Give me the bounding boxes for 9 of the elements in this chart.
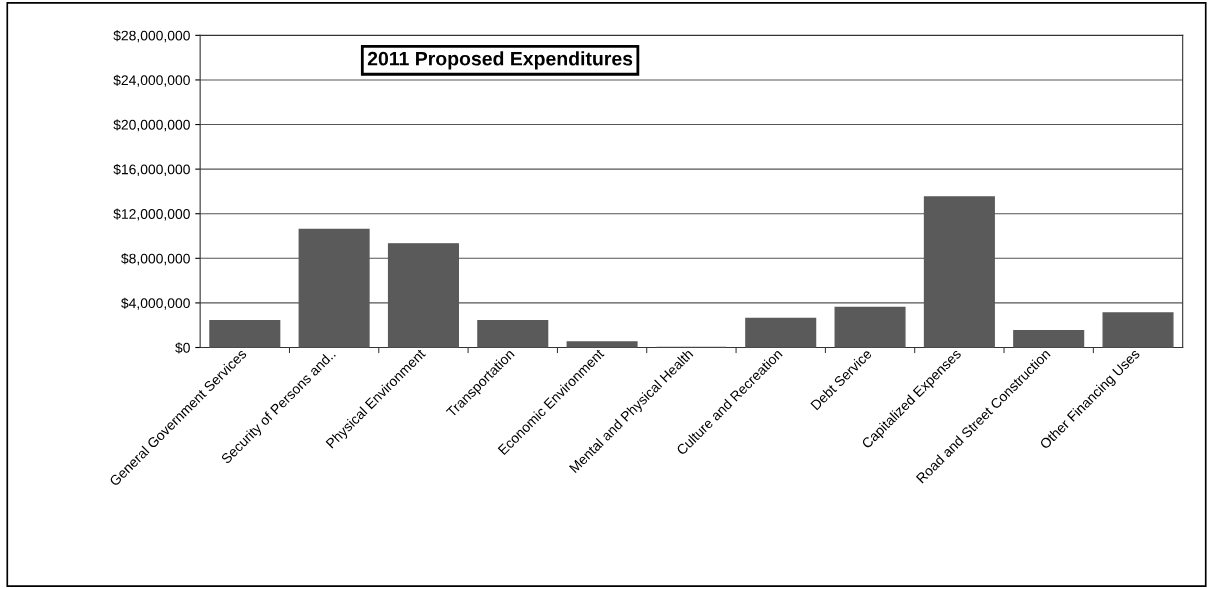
y-tick-label: $16,000,000 [113, 163, 190, 176]
text: 2011 Proposed Expenditures [367, 51, 633, 70]
y-tick-label: $4,000,000 [121, 297, 190, 310]
y-tick-label: $12,000,000 [113, 208, 190, 221]
y-tick-label: $8,000,000 [121, 253, 190, 266]
y-tick-label: $28,000,000 [113, 30, 190, 43]
y-tick-label: $20,000,000 [113, 119, 190, 132]
y-tick-label: $0 [175, 342, 190, 354]
y-tick-label: $24,000,000 [113, 74, 190, 87]
